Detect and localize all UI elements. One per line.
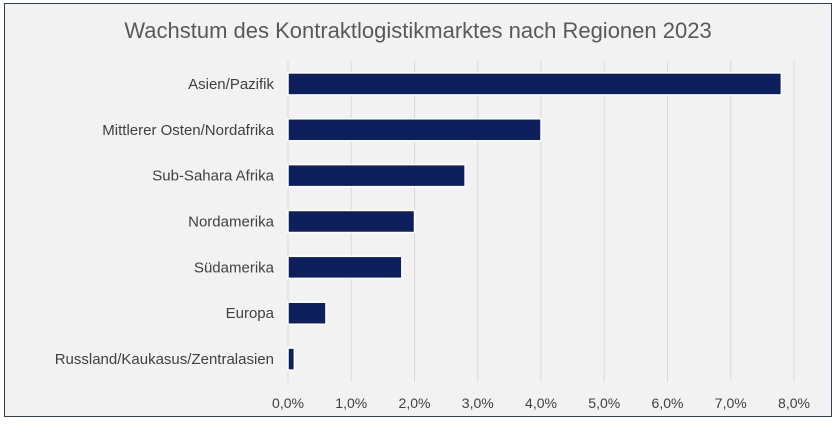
category-label: Asien/Pazifik (188, 76, 274, 93)
bar (287, 163, 466, 188)
x-tick-label: 6,0% (652, 395, 684, 411)
category-label: Mittlerer Osten/Nordafrika (102, 122, 274, 139)
chart-frame: Wachstum des Kontraktlogistikmarktes nac… (4, 3, 832, 417)
bar-chart: 0,0% 1,0% 2,0% 3,0% 4,0% 5,0% 6,0% 7,0% 8,0% Asie… (55, 61, 810, 411)
category-label: Sub-Sahara Afrika (152, 168, 274, 185)
category-label: Russland/Kaukasus/Zentralasien (55, 351, 274, 368)
chart-title: Wachstum des Kontraktlogistikmarktes nac… (124, 18, 712, 43)
bar (287, 72, 783, 96)
bar (287, 347, 296, 371)
x-tick-label: 1,0% (335, 395, 367, 411)
bar (287, 255, 403, 280)
bar (287, 301, 327, 325)
category-label: Südamerika (194, 259, 275, 276)
x-tick-label: 4,0% (525, 395, 557, 411)
x-tick-label: 3,0% (462, 395, 494, 411)
bar (287, 209, 416, 234)
x-tick-label: 5,0% (588, 395, 620, 411)
x-tick-label: 2,0% (399, 395, 431, 411)
x-tick-label: 8,0% (778, 395, 810, 411)
x-tick-label: 0,0% (272, 395, 304, 411)
x-tick-label: 7,0% (715, 395, 747, 411)
category-label: Europa (226, 305, 275, 322)
bar (287, 118, 542, 142)
category-label: Nordamerika (188, 214, 275, 231)
